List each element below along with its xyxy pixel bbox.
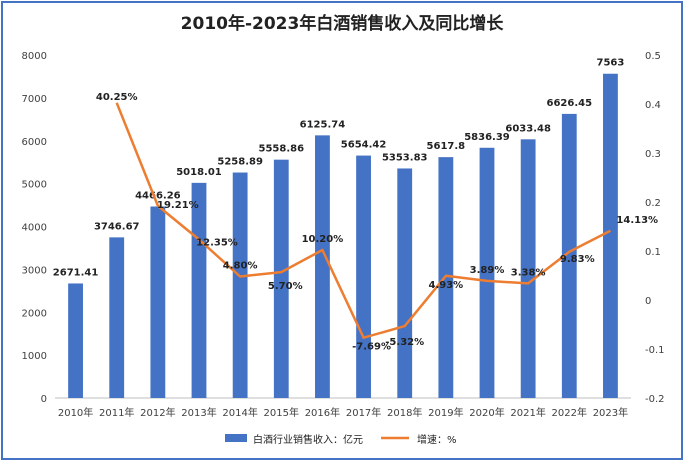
right-axis-tick: -0.1 <box>645 345 665 356</box>
x-axis-tick: 2015年 <box>264 406 299 419</box>
x-axis-tick: 2018年 <box>387 406 422 419</box>
x-axis-tick: 2021年 <box>510 406 545 419</box>
line-data-label: 3.38% <box>511 267 546 278</box>
growth-line <box>115 102 611 339</box>
line-data-label: 5.70% <box>268 281 303 292</box>
x-axis-tick: 2019年 <box>428 406 463 419</box>
bar <box>479 147 495 398</box>
left-axis-tick: 8000 <box>22 51 47 62</box>
left-axis-tick: 1000 <box>22 351 47 362</box>
right-axis-tick: 0 <box>645 296 651 307</box>
left-axis-tick: 3000 <box>22 265 47 276</box>
legend: 白酒行业销售收入：亿元 增速：% <box>225 433 457 446</box>
left-axis-tick: 4000 <box>22 223 47 234</box>
line-data-labels: 40.25% 19.21% 12.35% 4.80% 5.70% 10.20% -7.69%… <box>96 92 658 353</box>
bar <box>356 155 371 398</box>
right-axis-tick: 0.1 <box>645 247 661 258</box>
legend-bar-swatch <box>225 434 247 442</box>
bar <box>273 159 289 398</box>
bar-data-label: 2671.41 <box>53 267 99 278</box>
line-data-label: 9.83% <box>560 254 595 265</box>
bar <box>520 139 536 398</box>
bar <box>150 206 166 398</box>
chart-title: 2010年-2023年白酒销售收入及同比增长 <box>181 13 505 34</box>
bar <box>397 168 413 398</box>
bar-data-label: 5353.83 <box>382 152 428 163</box>
bar <box>561 113 577 398</box>
line-data-label: 14.13% <box>616 215 658 226</box>
line-data-label: 40.25% <box>96 92 138 103</box>
bar-data-label: 6626.45 <box>547 98 593 109</box>
x-axis-tick: 2016年 <box>305 406 340 419</box>
bar-data-label: 3746.67 <box>94 221 140 232</box>
x-axis-tick: 2017年 <box>346 406 381 419</box>
bar-data-label: 5836.39 <box>464 132 510 143</box>
bar-series <box>68 73 618 399</box>
line-data-label: -7.69% <box>352 342 391 353</box>
right-axis-tick: 0.2 <box>645 198 661 209</box>
bar-data-label: 5018.01 <box>176 167 222 178</box>
left-axis-tick: 2000 <box>22 308 47 319</box>
left-axis-tick: 0 <box>41 394 47 405</box>
bar-data-label: 6033.48 <box>505 123 551 134</box>
bar-data-label: 7563 <box>597 58 625 69</box>
bar <box>315 135 330 399</box>
line-data-label: -5.32% <box>385 337 424 348</box>
line-data-label: 12.35% <box>196 237 238 248</box>
bar <box>191 182 207 398</box>
bar-data-label: 5558.86 <box>259 144 305 155</box>
chart-svg: 2010年-2023年白酒销售收入及同比增长 0 1000 2000 3000 4000… <box>22 13 665 446</box>
x-axis-tick: 2022年 <box>552 406 587 419</box>
line-data-label: 10.20% <box>302 234 344 245</box>
x-axis-tick: 2011年 <box>99 406 134 419</box>
x-axis-tick: 2013年 <box>181 406 216 419</box>
x-axis-tick: 2012年 <box>140 406 175 419</box>
bar-data-label: 6125.74 <box>300 119 346 130</box>
line-data-label: 4.80% <box>223 260 258 271</box>
right-axis-tick: 0.5 <box>645 51 661 62</box>
bar <box>68 283 83 398</box>
legend-line-label: 增速：% <box>417 433 457 446</box>
bar-data-label: 5258.89 <box>217 157 263 168</box>
right-axis-tick: 0.3 <box>645 149 661 160</box>
bar-data-label: 5617.8 <box>427 141 466 152</box>
left-axis-tick: 7000 <box>22 94 47 105</box>
line-data-label: 3.89% <box>470 265 505 276</box>
bar-data-label: 4466.26 <box>135 191 181 202</box>
left-axis-tick: 6000 <box>22 137 47 148</box>
bar <box>109 237 125 398</box>
bar <box>603 73 618 398</box>
right-axis-tick: 0.4 <box>645 100 661 111</box>
left-axis-ticks: 0 1000 2000 3000 4000 5000 6000 7000 8000 <box>22 51 47 405</box>
x-axis-tick: 2023年 <box>593 406 628 419</box>
right-axis-ticks: -0.2 -0.1 0 0.1 0.2 0.3 0.4 0.5 <box>645 51 665 405</box>
line-data-label: 19.21% <box>157 200 199 211</box>
x-axis-tick: 2020年 <box>469 406 504 419</box>
x-axis-ticks: 2010年 2011年 2012年 2013年 2014年 2015年 2016年 2017年… <box>58 406 628 419</box>
left-axis-tick: 5000 <box>22 180 47 191</box>
x-axis-tick: 2010年 <box>58 406 93 419</box>
bar <box>232 172 248 398</box>
line-data-label: 4.93% <box>429 280 464 291</box>
bar-data-label: 5654.42 <box>341 140 387 151</box>
x-axis-tick: 2014年 <box>222 406 257 419</box>
right-axis-tick: -0.2 <box>645 394 665 405</box>
legend-bar-label: 白酒行业销售收入：亿元 <box>253 433 363 446</box>
